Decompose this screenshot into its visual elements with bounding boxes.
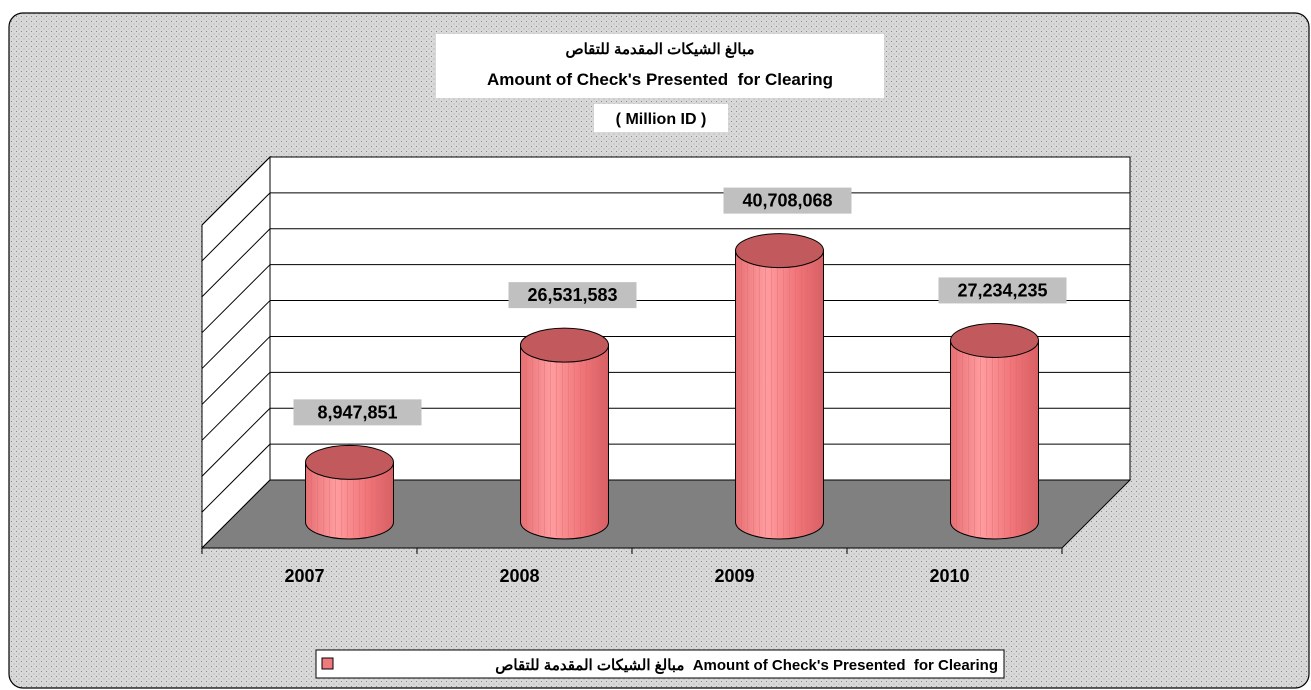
x-tick-label-2009: 2009 <box>714 566 754 586</box>
legend: مبالغ الشيكات المقدمة للتقاص Amount of C… <box>315 649 1005 679</box>
bar-top <box>950 322 1039 358</box>
bar-body <box>520 344 609 540</box>
subtitle-box <box>594 104 728 132</box>
gridline-side <box>201 228 271 298</box>
data-label-text: 40,708,068 <box>742 191 832 211</box>
x-axis <box>201 547 1063 554</box>
data-label-text: 8,947,851 <box>317 402 397 422</box>
bar-2010 <box>950 322 1039 540</box>
bar-top <box>305 444 394 480</box>
legend-box <box>315 649 1005 679</box>
data-labels: 8,947,851 26,531,583 40,708,068 27,234,235 <box>293 187 1067 426</box>
title-english: Amount of Check's Presented for Clearing <box>487 70 833 89</box>
x-tick-label-2007: 2007 <box>284 566 324 586</box>
bar-body <box>950 339 1039 540</box>
data-label-text: 26,531,583 <box>527 285 617 305</box>
plot-side-wall <box>201 155 271 550</box>
legend-swatch <box>321 657 334 670</box>
bars <box>305 233 1039 540</box>
data-label-bg <box>508 282 637 309</box>
gridline-side <box>201 264 271 334</box>
data-label-bg <box>938 277 1067 304</box>
x-tick-label-2008: 2008 <box>499 566 539 586</box>
gridline-side <box>201 371 271 441</box>
gridline-side <box>201 336 271 405</box>
data-label-2007: 8,947,851 <box>293 399 422 426</box>
bar-2007 <box>305 444 394 540</box>
bar-top <box>520 327 609 363</box>
gridline-side <box>201 443 271 513</box>
data-label-2008: 26,531,583 <box>508 282 637 309</box>
gridline-side <box>201 300 271 369</box>
chart-subtitle: ( Million ID ) <box>616 111 707 128</box>
chart-title: مبالغ الشيكات المقدمة للتقاص Amount of C… <box>436 34 884 132</box>
bar-2009 <box>735 233 824 540</box>
data-label-bg <box>723 187 852 214</box>
gridline-side <box>201 156 271 226</box>
x-tick-label-2010: 2010 <box>929 566 969 586</box>
gridline-side <box>201 407 271 477</box>
gridline-side <box>201 192 271 262</box>
title-arabic: مبالغ الشيكات المقدمة للتقاص <box>565 41 754 58</box>
data-label-bg <box>293 399 422 426</box>
x-tick-labels: 2007 2008 2009 2010 <box>284 566 969 586</box>
title-box <box>436 34 884 98</box>
data-label-2010: 27,234,235 <box>938 277 1067 304</box>
bar-body <box>735 250 824 540</box>
data-label-2009: 40,708,068 <box>723 187 852 214</box>
data-label-text: 27,234,235 <box>957 280 1047 300</box>
bar-2008 <box>520 327 609 540</box>
legend-label: مبالغ الشيكات المقدمة للتقاص Amount of C… <box>495 657 998 674</box>
bar-top <box>735 233 824 269</box>
